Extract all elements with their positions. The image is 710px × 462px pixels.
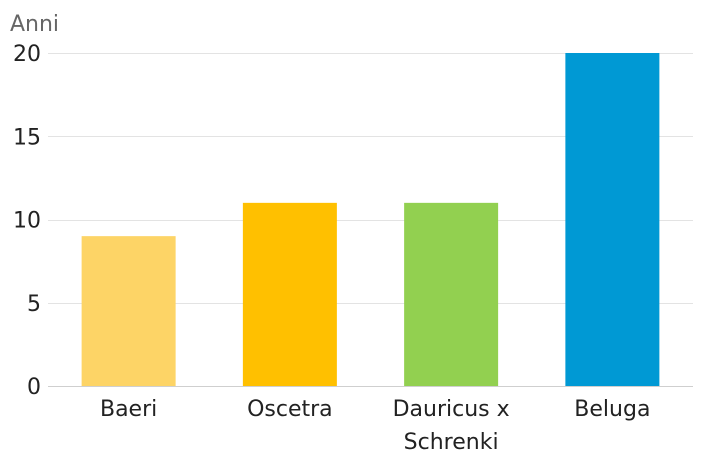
bar <box>404 202 499 386</box>
bar <box>565 53 660 386</box>
x-tick-label: Dauricus x Schrenki <box>393 397 510 455</box>
bar <box>242 202 337 386</box>
y-axis-unit-label: Anni <box>10 12 59 37</box>
y-tick-label: 20 <box>13 42 41 67</box>
x-tick-label: Beluga <box>574 397 650 422</box>
y-tick-label: 10 <box>13 209 41 234</box>
y-tick-label: 0 <box>27 375 41 400</box>
y-tick-label: 15 <box>13 125 41 150</box>
bar <box>81 236 176 386</box>
y-tick-label: 5 <box>27 292 41 317</box>
bars <box>81 53 660 386</box>
x-tick-label: Oscetra <box>247 397 333 422</box>
x-tick-label: Baeri <box>100 397 157 422</box>
y-axis-ticks: 0 5 10 15 20 <box>13 42 41 400</box>
x-axis-ticks: Baeri Oscetra Dauricus x Schrenki Beluga <box>100 397 650 455</box>
